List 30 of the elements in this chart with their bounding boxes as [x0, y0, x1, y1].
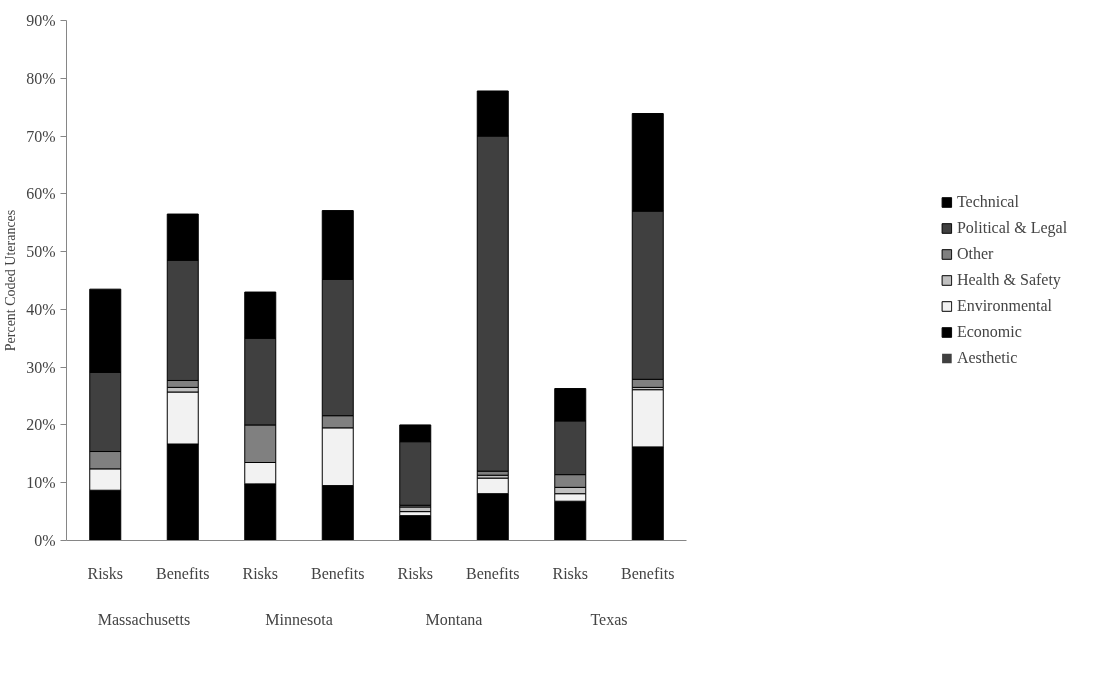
legend-label: Political & Legal: [956, 219, 1068, 237]
x-tick-label: Risks: [242, 564, 279, 582]
legend-label: Economic: [956, 323, 1022, 341]
x-tick-label: Risks: [552, 564, 589, 582]
y-tick-label: 0%: [34, 532, 56, 549]
x-tick-label: Benefits: [156, 564, 210, 582]
x-tick-label: Risks: [397, 564, 434, 582]
y-tick-label: 40%: [26, 300, 56, 318]
x-tick-label: Benefits: [466, 564, 520, 582]
y-tick-label: 50%: [26, 243, 56, 261]
y-axis-title: Percent Coded Uterances: [3, 209, 19, 352]
legend-label: Aesthetic: [956, 349, 1018, 367]
legend-label: Technical: [956, 193, 1019, 211]
text: Minnesota: [265, 610, 333, 628]
y-tick-label: 70%: [26, 127, 56, 145]
text: Montana: [425, 610, 483, 628]
text: Massachusetts: [97, 610, 191, 628]
x-tick-label: Benefits: [311, 564, 365, 582]
legend-label: Other: [956, 245, 994, 263]
y-tick-label: 10%: [26, 474, 56, 492]
y-tick-label: 30%: [26, 358, 56, 376]
legend-label: Health & Safety: [956, 271, 1061, 289]
y-tick-label: 80%: [26, 69, 56, 87]
x-tick-label: Risks: [87, 564, 124, 582]
y-tick-label: 90%: [26, 12, 56, 29]
legend-label: Environmental: [956, 297, 1052, 315]
x-tick-label: Benefits: [621, 564, 675, 582]
text: Texas: [590, 610, 628, 628]
y-tick-label: 60%: [26, 185, 56, 203]
y-tick-label: 20%: [26, 416, 56, 434]
